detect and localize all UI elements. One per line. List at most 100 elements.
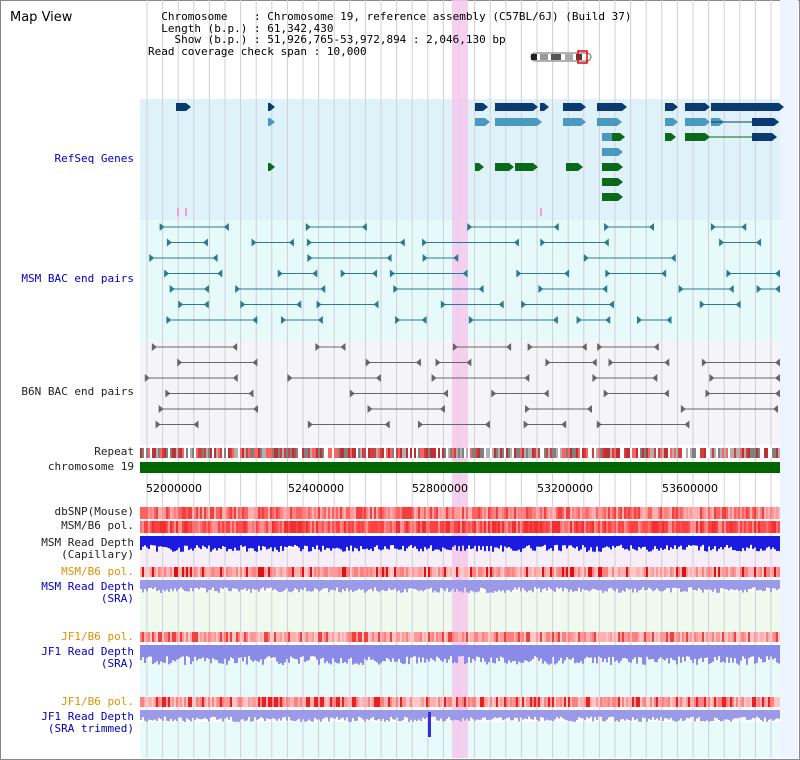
jf1-pol-cell <box>520 632 522 642</box>
length-row: Length (b.p.) : 61,342,430 <box>161 21 334 35</box>
jf1-pol-cell <box>634 632 636 642</box>
jf1-sra-depth-bar <box>210 645 212 664</box>
msm-pol-cell <box>480 521 482 533</box>
dbsnp-cell <box>578 507 580 519</box>
jf1-sra-depth-bar <box>680 645 682 663</box>
gene-block <box>268 103 270 111</box>
jf1-trim-depth-bar <box>502 710 504 721</box>
jf1-trim-depth-bar <box>462 710 464 718</box>
gene-block <box>540 103 544 111</box>
msm-pol2-cell <box>286 567 288 577</box>
msm-pol2-cell <box>262 567 264 577</box>
capillary-depth-bar <box>248 536 250 549</box>
jf1-sra-depth-bar <box>200 645 202 659</box>
msm-pol2-cell <box>346 567 348 577</box>
dbsnp-cell <box>346 507 348 519</box>
msm-pol-cell <box>574 521 576 533</box>
capillary-depth-bar <box>526 536 528 546</box>
jf1-trim-depth-bar <box>760 710 762 721</box>
jf1-pol2-cell <box>632 697 634 707</box>
msm-pol2-cell <box>344 567 346 577</box>
chromosome-ideogram[interactable] <box>530 50 592 64</box>
dbsnp-cell <box>312 507 314 519</box>
jf1-trim-depth-bar <box>198 710 200 719</box>
msm-pol-cell <box>156 521 158 533</box>
jf1-trim-depth-bar <box>210 710 212 718</box>
jf1-sra-depth-bar <box>480 645 482 663</box>
msm-sra-depth-bar <box>500 580 502 592</box>
capillary-depth-bar <box>302 536 304 550</box>
jf1-sra-depth-bar <box>616 645 618 661</box>
msm-sra-depth-bar <box>664 580 666 591</box>
label-b6n-bac[interactable]: B6N BAC end pairs <box>21 385 134 398</box>
jf1-pol-cell <box>320 632 322 642</box>
jf1-pol-cell <box>448 632 450 642</box>
jf1-sra-depth-bar <box>396 645 398 662</box>
refseq-gene-track[interactable] <box>176 103 784 216</box>
jf1-pol-cell <box>268 632 270 642</box>
repeat-cell <box>428 448 430 458</box>
msm-pol2-cell <box>704 567 706 577</box>
msm-bac-pair-end <box>462 269 468 278</box>
label-refseq-genes[interactable]: RefSeq Genes <box>54 152 134 165</box>
msm-pol2-cell <box>488 567 490 577</box>
dbsnp-cell <box>300 507 302 519</box>
capillary-depth-bar <box>438 536 440 550</box>
jf1-pol2-cell <box>690 697 692 707</box>
jf1-pol-cell <box>422 632 424 642</box>
msm-bac-track[interactable] <box>149 223 780 324</box>
repeat-cell <box>214 448 216 458</box>
jf1-pol-cell <box>150 632 152 642</box>
msm-sra-depth-bar <box>334 580 336 591</box>
msm-sra-depth-bar <box>744 580 746 590</box>
msm-pol2-cell <box>504 567 506 577</box>
jf1-sra-depth-bar <box>222 645 224 664</box>
jf1-sra-depth-bar <box>568 645 570 660</box>
dbsnp-cell <box>492 507 494 519</box>
jf1-sra-depth-bar <box>582 645 584 664</box>
msm-sra-depth-bar <box>716 580 718 593</box>
dbsnp-cell <box>516 507 518 519</box>
capillary-depth-bar <box>632 536 634 549</box>
msm-bac-pair-end <box>395 316 401 324</box>
dbsnp-cell <box>580 507 582 519</box>
jf1-pol-cell <box>254 632 256 642</box>
msm-sra-depth-bar <box>678 580 680 589</box>
jf1-sra-depth-bar <box>398 645 400 659</box>
msm-pol2-cell <box>350 567 352 577</box>
label-chromosome: chromosome 19 <box>47 460 134 473</box>
highlight-region[interactable] <box>452 0 468 758</box>
label-msm-bac[interactable]: MSM BAC end pairs <box>21 272 134 285</box>
msm-pol2-cell <box>328 567 330 577</box>
msm-pol-cell <box>592 521 594 533</box>
repeat-cell <box>358 448 360 458</box>
jf1-pol-cell <box>572 632 574 642</box>
jf1-pol2-cell <box>554 697 556 707</box>
jf1-pol-cell <box>772 632 774 642</box>
msm-sra-depth-bar <box>530 580 532 591</box>
jf1-pol-cell <box>604 632 606 642</box>
dbsnp-cell <box>376 507 378 519</box>
capillary-depth-bar <box>640 536 642 549</box>
capillary-depth-bar <box>724 536 726 548</box>
msm-bac-pair-end <box>756 238 762 247</box>
msm-pol2-cell <box>746 567 748 577</box>
jf1-sra-depth-bar <box>558 645 560 661</box>
jf1-pol2-cell <box>152 697 154 707</box>
label-msm-depth-sra: MSM Read Depth (SRA) <box>41 580 134 605</box>
dbsnp-cell <box>490 507 492 519</box>
dbsnp-cell <box>206 507 208 519</box>
repeat-cell <box>202 448 204 458</box>
capillary-depth-bar <box>496 536 498 548</box>
jf1-pol2-cell <box>288 697 290 707</box>
capillary-depth-bar <box>368 536 370 550</box>
jf1-sra-depth-bar <box>146 645 148 658</box>
jf1-pol2-cell <box>166 697 168 707</box>
b6n-bac-track[interactable] <box>144 343 780 429</box>
jf1-pol2-cell <box>510 697 512 707</box>
msm-pol2-cell <box>244 567 246 577</box>
jf1-trim-depth-bar <box>450 710 452 721</box>
jf1-sra-depth-bar <box>742 645 744 657</box>
jf1-pol-cell <box>388 632 390 642</box>
jf1-trim-depth-bar <box>212 710 214 717</box>
